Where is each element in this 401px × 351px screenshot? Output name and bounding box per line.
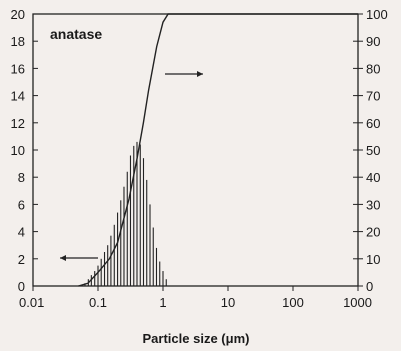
right-axis-tick-label: 80 [366, 61, 380, 76]
right-axis-ticks: 0 10 20 30 40 50 60 70 80 90 100 [353, 7, 388, 294]
right-axis-tick-label: 90 [366, 34, 380, 49]
annotation-label: anatase [50, 26, 102, 42]
right-axis-arrow [165, 71, 203, 77]
left-axis-tick-label: 18 [11, 34, 25, 49]
right-axis-tick-label: 20 [366, 225, 380, 240]
right-axis-tick-label: 50 [366, 143, 380, 158]
left-axis-tick-label: 6 [18, 197, 25, 212]
left-axis-tick-label: 0 [18, 279, 25, 294]
x-axis-title: Particle size (μm) [143, 331, 250, 346]
left-axis-tick-label: 10 [11, 143, 25, 158]
right-axis-tick-label: 40 [366, 170, 380, 185]
right-axis-tick-label: 70 [366, 89, 380, 104]
plot-frame [32, 13, 359, 287]
x-axis-tick-label: 100 [282, 295, 304, 310]
right-axis-tick-label: 10 [366, 252, 380, 267]
left-axis-tick-label: 4 [18, 225, 25, 240]
x-axis-tick-label: 10 [221, 295, 235, 310]
left-axis-tick-label: 12 [11, 116, 25, 131]
x-axis-tick-label: 0.01 [19, 295, 44, 310]
left-axis-tick-label: 8 [18, 170, 25, 185]
x-axis-ticks: 0.01 0.1 1 10 100 1000 [19, 286, 372, 310]
cumulative-curve [78, 13, 358, 287]
left-axis-ticks: 0 2 4 6 8 10 12 14 16 18 20 [11, 7, 38, 294]
right-axis-tick-label: 60 [366, 116, 380, 131]
plot-area [32, 13, 359, 287]
x-axis-tick-label: 0.1 [89, 295, 107, 310]
x-axis-tick-label: 1 [159, 295, 166, 310]
left-axis-arrow [60, 255, 98, 261]
histogram-bars [84, 141, 167, 286]
left-axis-tick-label: 16 [11, 61, 25, 76]
x-axis-tick-label: 1000 [343, 295, 372, 310]
left-axis-tick-label: 2 [18, 252, 25, 267]
left-axis-tick-label: 20 [11, 7, 25, 22]
right-axis-tick-label: 30 [366, 197, 380, 212]
right-axis-tick-label: 0 [366, 279, 373, 294]
left-axis-tick-label: 14 [11, 89, 25, 104]
right-axis-tick-label: 100 [366, 7, 388, 22]
